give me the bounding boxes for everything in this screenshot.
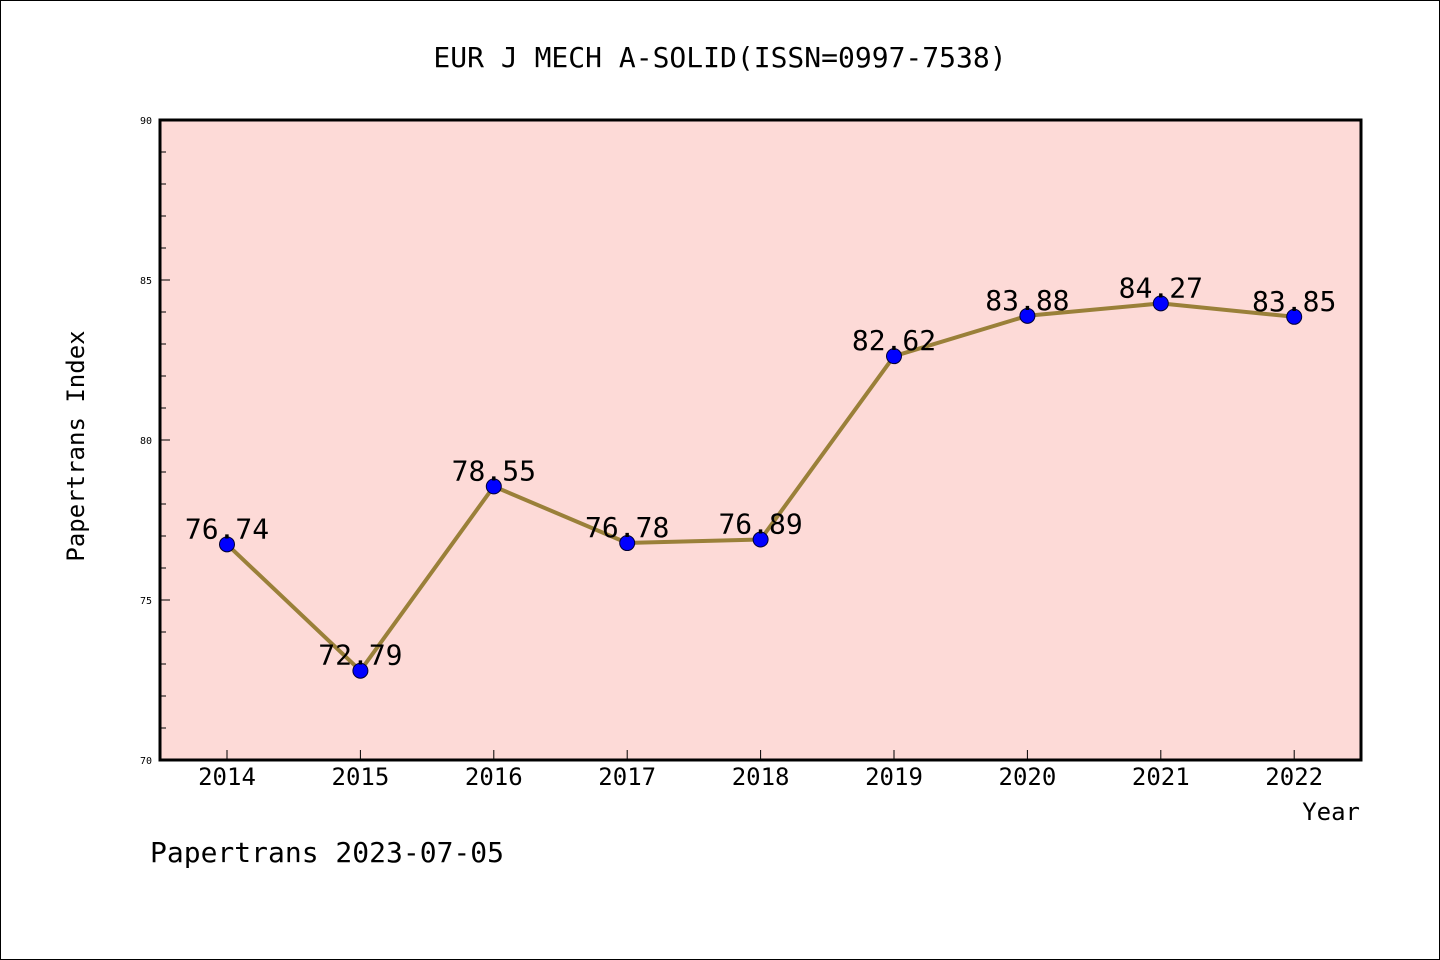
x-tick-label: 2016 [465,763,523,791]
x-axis: 2014 2015 2016 2017 2018 2019 2020 2021 2022 [198,750,1323,791]
data-label: 83.85 [1252,285,1336,318]
data-label: 78.55 [452,454,536,487]
data-label: 84.27 [1119,271,1203,304]
x-tick-label: 2020 [999,763,1057,791]
data-label: 83.88 [985,284,1069,317]
data-point [352,662,369,679]
y-tick-label: 90 [140,116,152,127]
x-tick-label: 2019 [865,763,923,791]
x-tick-label: 2021 [1132,763,1190,791]
footer-credit: Papertrans 2023-07-05 [150,836,505,869]
x-tick-label: 2015 [332,763,390,791]
data-point [1152,295,1169,312]
data-point [886,348,902,365]
data-point [619,535,636,552]
y-tick-label: 85 [140,276,152,287]
data-point [1019,307,1036,324]
y-tick-label: 80 [140,436,152,447]
x-tick-label: 2022 [1265,763,1323,791]
data-point [485,478,502,495]
x-tick-label: 2018 [732,763,790,791]
x-tick-label: 2014 [198,763,256,791]
data-label: 72.79 [318,639,402,672]
chart-title: EUR J MECH A-SOLID(ISSN=0997-7538) [433,41,1006,74]
y-tick-label: 70 [140,756,152,767]
series-layer: 76.74 72.79 78.55 76.78 76.89 82.62 83.88 84.27… [185,271,1336,679]
data-label: 76.78 [585,511,669,544]
data-point [1286,308,1303,325]
x-tick-label: 2017 [598,763,656,791]
y-tick-label: 75 [140,596,152,607]
data-label: 76.74 [185,512,269,545]
data-label: 76.89 [718,508,802,541]
data-point [219,536,235,553]
x-axis-label: Year [1302,798,1360,826]
plot-area [158,118,1363,762]
data-label: 82.62 [852,324,936,357]
data-point [752,531,769,548]
y-axis: 70 75 80 85 90 [140,116,170,767]
y-axis-label: Papertrans Index [62,330,90,561]
